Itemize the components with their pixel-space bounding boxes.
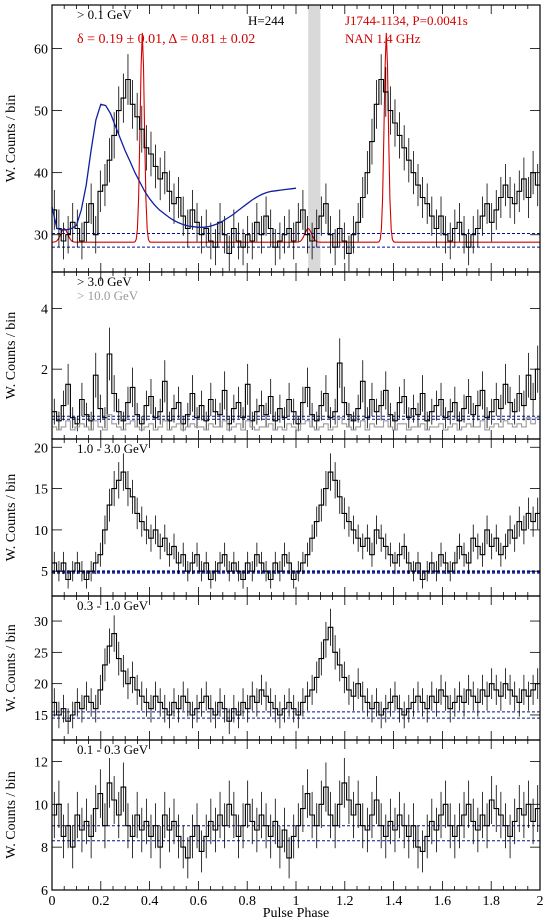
secondary-energy-label: > 10.0 GeV	[77, 288, 139, 303]
y-axis-label: W. Counts / bin	[4, 474, 19, 561]
histogram	[52, 471, 540, 581]
y-tick-label: 5	[41, 565, 48, 580]
x-axis-label: Pulse Phase	[263, 906, 330, 921]
x-tick-label: 1.6	[434, 894, 452, 909]
x-tick-label: 1.2	[336, 894, 354, 909]
y-axis-label: W. Counts / bin	[4, 312, 19, 399]
histogram	[52, 353, 540, 425]
panel-3: 5 10 15 20 W. Counts / bin 1.0 - 3.0 GeV	[4, 438, 541, 597]
x-tick-label: 0	[49, 894, 56, 909]
y-tick-label: 10	[34, 798, 48, 813]
energy-label: 0.1 - 0.3 GeV	[77, 742, 149, 757]
fit-curve	[51, 103, 297, 231]
y-tick-label: 30	[34, 615, 48, 630]
pulsar-label: J1744-1134, P=0.0041s	[345, 13, 468, 28]
shaded-band	[308, 5, 321, 272]
panel-1: 30 40 50 60 W. Counts / bin > 0.1 GeV H=244 δ =…	[4, 4, 541, 273]
energy-label: > 3.0 GeV	[77, 274, 132, 289]
y-tick-label: 20	[34, 441, 48, 456]
y-tick-label: 12	[34, 755, 48, 770]
histogram-secondary	[52, 414, 540, 431]
y-tick-label: 2	[41, 363, 48, 378]
y-axis-label: W. Counts / bin	[4, 95, 19, 182]
x-tick-label: 0.8	[238, 894, 256, 909]
y-tick-label: 20	[34, 678, 48, 693]
y-tick-label: 40	[34, 167, 48, 182]
energy-label: 1.0 - 3.0 GeV	[77, 441, 149, 456]
harmonic-label: H=244	[248, 13, 285, 28]
histogram	[52, 782, 540, 859]
x-tick-label: 1	[293, 894, 300, 909]
y-tick-label: 50	[34, 105, 48, 120]
energy-label: > 0.1 GeV	[77, 7, 132, 22]
y-tick-label: 15	[34, 483, 48, 498]
panel-4: 15 20 25 30 W. Counts / bin 0.3 - 1.0 GeV	[4, 595, 541, 741]
x-tick-label: 0.6	[190, 894, 208, 909]
x-tick-label: 1.4	[385, 894, 403, 909]
y-tick-label: 10	[34, 524, 48, 539]
histogram	[52, 78, 540, 254]
y-tick-label: 25	[34, 646, 48, 661]
y-tick-label: 4	[41, 302, 48, 317]
histogram	[52, 626, 540, 722]
y-tick-label: 6	[41, 884, 48, 899]
y-tick-label: 15	[34, 709, 48, 724]
energy-label: 0.3 - 1.0 GeV	[77, 598, 149, 613]
x-tick-label: 0.4	[141, 894, 159, 909]
radio-profile-line	[51, 32, 540, 243]
y-tick-label: 30	[34, 229, 48, 244]
panel-2: 2 4 W. Counts / bin > 3.0 GeV> 10.0 GeV	[4, 271, 541, 440]
x-tick-label: 2	[537, 894, 544, 909]
fit-params-label: δ = 0.19 ± 0.01, Δ = 0.81 ± 0.02	[77, 32, 255, 47]
y-axis-label: W. Counts / bin	[4, 624, 19, 711]
y-axis-label: W. Counts / bin	[4, 771, 19, 858]
y-tick-label: 60	[34, 42, 48, 57]
x-tick-label: 0.2	[92, 894, 110, 909]
x-tick-label: 1.8	[482, 894, 500, 909]
y-tick-label: 8	[41, 841, 48, 856]
panel-frame	[51, 595, 541, 741]
radio-label: NAN 1.4 GHz	[345, 31, 421, 46]
